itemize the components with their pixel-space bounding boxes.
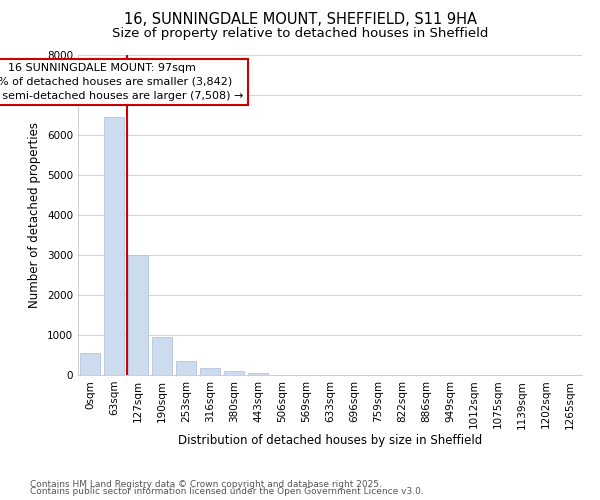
X-axis label: Distribution of detached houses by size in Sheffield: Distribution of detached houses by size … bbox=[178, 434, 482, 447]
Text: Contains HM Land Registry data © Crown copyright and database right 2025.: Contains HM Land Registry data © Crown c… bbox=[30, 480, 382, 489]
Y-axis label: Number of detached properties: Number of detached properties bbox=[28, 122, 41, 308]
Bar bbox=[200, 368, 220, 375]
Text: Contains public sector information licensed under the Open Government Licence v3: Contains public sector information licen… bbox=[30, 487, 424, 496]
Text: 16 SUNNINGDALE MOUNT: 97sqm
← 34% of detached houses are smaller (3,842)
66% of : 16 SUNNINGDALE MOUNT: 97sqm ← 34% of det… bbox=[0, 63, 244, 101]
Bar bbox=[152, 337, 172, 375]
Bar bbox=[80, 353, 100, 375]
Text: Size of property relative to detached houses in Sheffield: Size of property relative to detached ho… bbox=[112, 28, 488, 40]
Bar bbox=[224, 371, 244, 375]
Text: 16, SUNNINGDALE MOUNT, SHEFFIELD, S11 9HA: 16, SUNNINGDALE MOUNT, SHEFFIELD, S11 9H… bbox=[124, 12, 476, 28]
Bar bbox=[248, 372, 268, 375]
Bar bbox=[104, 117, 124, 375]
Bar bbox=[128, 255, 148, 375]
Bar bbox=[176, 361, 196, 375]
